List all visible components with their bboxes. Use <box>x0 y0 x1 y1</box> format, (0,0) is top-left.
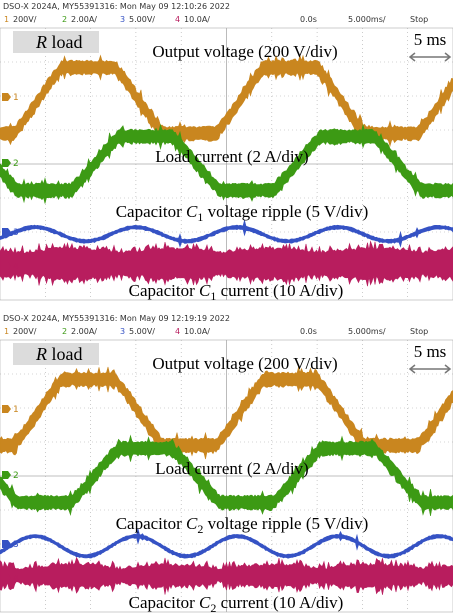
channel-number: 1 <box>4 15 9 24</box>
scope-panel: DSO-X 2024A, MY55391316: Mon May 09 12:1… <box>0 2 453 303</box>
channel-number: 2 <box>62 15 67 24</box>
label-suffix: current (10 A/div) <box>216 281 343 300</box>
channel-scale: 5.00V/ <box>129 15 155 24</box>
label-symbol: C <box>186 202 198 221</box>
channel-marker-number: 2 <box>13 159 19 169</box>
time-scale: 5.000ms/ <box>348 327 386 336</box>
channel-marker-number: 2 <box>13 471 19 481</box>
label-prefix: Capacitor <box>116 202 182 221</box>
channel-scale: 5.00V/ <box>129 327 155 336</box>
channel-marker-number: 3 <box>13 540 19 550</box>
channel-scale: 2.00A/ <box>71 327 97 336</box>
current-label: Load current (2 A/div) <box>155 459 308 478</box>
channel-number: 2 <box>62 327 67 336</box>
scope-model: DSO-X 2024A, MY55391316: Mon May 09 12:1… <box>3 314 230 323</box>
label-suffix: voltage ripple (5 V/div) <box>203 202 368 221</box>
label-prefix: Capacitor <box>129 593 195 612</box>
current-label: Load current (2 A/div) <box>155 147 308 166</box>
ripple-label: Capacitor C1 voltage ripple (5 V/div) <box>116 202 369 224</box>
channel-number: 3 <box>120 15 125 24</box>
label-prefix: Capacitor <box>116 514 182 533</box>
run-status: Stop <box>410 15 428 24</box>
channel-number: 3 <box>120 327 125 336</box>
capacitor-current-label: Capacitor C2 current (10 A/div) <box>129 593 344 615</box>
load-symbol: R <box>35 32 47 52</box>
load-label: R load <box>35 344 83 364</box>
channel-number: 1 <box>4 327 9 336</box>
load-text: load <box>47 32 83 52</box>
label-symbol: C <box>186 514 198 533</box>
scope-model: DSO-X 2024A, MY55391316: Mon May 09 12:1… <box>3 2 230 11</box>
time-scale: 5.000ms/ <box>348 15 386 24</box>
label-symbol: C <box>199 593 211 612</box>
voltage-label: Output voltage (200 V/div) <box>152 354 337 373</box>
channel-scale: 200V/ <box>13 15 37 24</box>
channel-marker-number: 4 <box>13 262 19 272</box>
channel-number: 4 <box>175 15 180 24</box>
figure: DSO-X 2024A, MY55391316: Mon May 09 12:1… <box>0 0 453 615</box>
page: {"panels": [ {"header": {"model": "DSO-X… <box>0 0 453 615</box>
time-marker: 5 ms <box>414 342 447 361</box>
time-offset: 0.0s <box>300 15 317 24</box>
channel-scale: 2.00A/ <box>71 15 97 24</box>
time-offset: 0.0s <box>300 327 317 336</box>
channel-marker-number: 1 <box>13 93 19 103</box>
label-prefix: Capacitor <box>129 281 195 300</box>
channel-scale: 10.0A/ <box>184 327 210 336</box>
channel-marker-number: 1 <box>13 405 19 415</box>
channel-number: 4 <box>175 327 180 336</box>
capacitor-current-label: Capacitor C1 current (10 A/div) <box>129 281 344 303</box>
channel-scale: 200V/ <box>13 327 37 336</box>
ripple-label: Capacitor C2 voltage ripple (5 V/div) <box>116 514 369 536</box>
voltage-label: Output voltage (200 V/div) <box>152 42 337 61</box>
time-marker: 5 ms <box>414 30 447 49</box>
label-symbol: C <box>199 281 211 300</box>
load-symbol: R <box>35 344 47 364</box>
channel-marker-number: 3 <box>13 228 19 238</box>
run-status: Stop <box>410 327 428 336</box>
label-suffix: voltage ripple (5 V/div) <box>203 514 368 533</box>
scope-panel: DSO-X 2024A, MY55391316: Mon May 09 12:1… <box>0 314 453 615</box>
channel-marker-number: 4 <box>13 574 19 584</box>
load-label: R load <box>35 32 83 52</box>
label-suffix: current (10 A/div) <box>216 593 343 612</box>
load-text: load <box>47 344 83 364</box>
channel-scale: 10.0A/ <box>184 15 210 24</box>
